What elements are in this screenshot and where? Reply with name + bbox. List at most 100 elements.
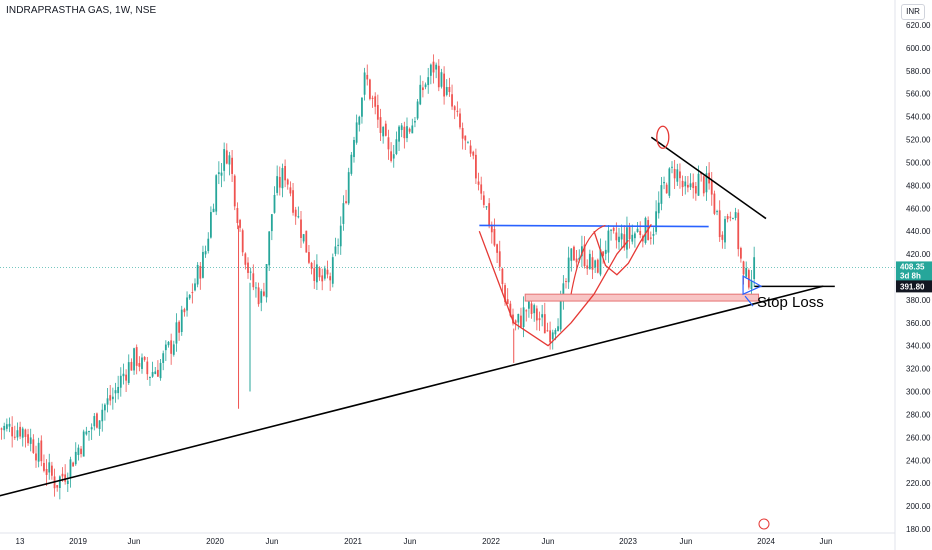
candle-body [384,123,387,136]
candle-body [247,262,249,273]
candle-body [66,480,69,484]
candle-body [130,361,133,371]
candle-body [522,307,525,328]
candle-body [241,230,244,253]
candle-body [528,301,530,309]
candle-body [615,232,618,241]
candle-body [202,251,204,278]
candle-body [618,236,620,243]
candle-body [69,459,72,479]
candle-body [400,125,403,131]
candle-body [170,340,173,354]
candle-body [88,430,90,433]
candle-body [281,168,284,189]
candle-body [610,229,612,231]
candle-body [292,190,294,213]
candle-body [652,234,655,236]
y-tick-label: 460.00 [906,204,931,213]
candle-body [106,398,109,405]
candle-body [194,283,196,291]
candle-body [278,176,281,188]
candle-body [488,203,491,227]
candle-body [403,126,406,139]
candle-body [520,315,522,327]
candle-body [506,299,509,304]
candle-body [398,126,400,142]
candle-body [236,208,239,224]
candle-body [445,87,448,95]
chart-title: INDRAPRASTHA GAS, 1W, NSE [6,5,157,16]
candle-body [43,462,45,471]
candle-body [300,219,302,239]
candle-body [265,264,268,298]
candle-body [697,173,700,196]
candle-body [294,209,297,217]
candlestick-series [0,54,756,500]
candle-body [408,128,411,132]
candle-body [56,485,59,488]
y-tick-label: 260.00 [906,433,931,442]
candle-body [753,257,756,280]
candle-body [355,122,358,143]
candle-body [390,151,392,161]
candle-body [244,253,247,265]
y-tick-label: 600.00 [906,44,931,53]
x-tick-label: 2021 [344,537,362,546]
candle-body [167,341,170,346]
candle-body [72,462,74,467]
candle-body [604,249,607,254]
y-tick-label: 500.00 [906,158,931,167]
candle-body [369,79,371,99]
candle-body [334,246,337,254]
stop-loss-label: Stop Loss [757,294,824,311]
candle-body [501,268,504,285]
candle-body [228,155,231,165]
trendline-resistance [650,136,767,220]
candle-body [146,361,149,375]
candle-body [461,127,464,139]
candle-body [239,219,241,228]
candle-body [567,257,570,283]
candle-body [11,426,14,437]
candle-body [612,227,615,231]
candle-body [8,423,11,427]
candle-body [48,462,51,473]
candle-body [710,180,713,195]
x-tick-label: Jun [680,537,693,546]
candle-body [435,64,438,70]
last-price-value: 408.35 [900,262,925,271]
candle-body [742,261,745,275]
candle-body [745,268,748,277]
candle-body [414,121,416,123]
candle-body [175,322,178,344]
candle-body [596,259,599,273]
candle-body [178,321,180,333]
candle-body [570,248,573,261]
candle-body [358,116,361,125]
candle-body [687,184,689,188]
candle-body [649,237,652,239]
candle-body [363,72,366,95]
y-tick-label: 180.00 [906,525,931,534]
candle-body [316,264,318,283]
candle-body [135,347,138,366]
candle-body [149,377,151,379]
candle-body [366,74,369,80]
candle-body [196,264,199,285]
candle-body [490,224,493,233]
candle-body [628,227,631,240]
candle-body [737,212,740,250]
candle-body [270,214,273,232]
candle-body [594,260,597,268]
candle-body [252,273,255,288]
candle-body [395,139,398,154]
candle-body [644,217,647,243]
candle-body [180,309,183,332]
candle-body [459,113,461,128]
currency-button[interactable]: INR [901,4,925,20]
candle-body [406,126,408,139]
candle-body [482,195,485,205]
x-tick-label: 2023 [619,537,637,546]
candle-body [382,127,385,137]
